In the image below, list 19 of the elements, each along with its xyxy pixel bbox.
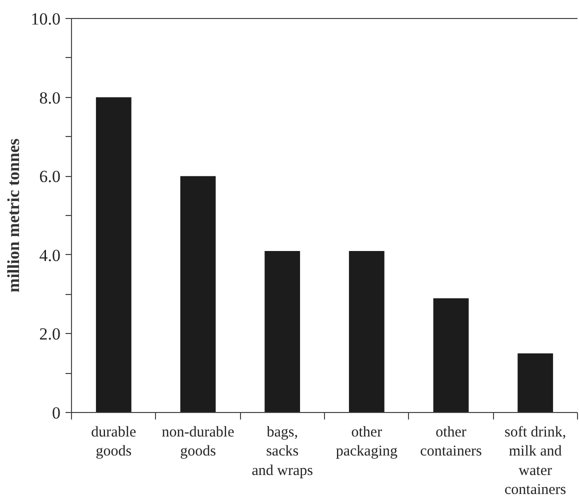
- y-tick-label: 6.0: [39, 167, 60, 186]
- x-tick-label: durable goods: [91, 424, 136, 460]
- y-tick-label: 8.0: [39, 88, 60, 108]
- bar: [348, 250, 384, 412]
- y-tick-label: 10.0: [30, 10, 60, 28]
- x-tick-label: other packaging: [336, 424, 398, 460]
- x-tick-label: other containers: [420, 424, 482, 460]
- bar: [96, 97, 132, 412]
- y-axis-title: million metric tonnes: [4, 138, 23, 292]
- y-tick-label: 0: [52, 404, 60, 422]
- x-tick-label: bags, sacks and wraps: [252, 424, 314, 479]
- bar: [518, 353, 554, 412]
- x-tick-label: soft drink, milk and water containers: [504, 424, 566, 498]
- bar: [433, 298, 469, 412]
- bar: [180, 176, 216, 412]
- y-tick-label: 4.0: [39, 246, 60, 265]
- y-tick-label: 2.0: [39, 324, 60, 344]
- x-tick-label: non-durable goods: [162, 424, 235, 460]
- bar: [264, 250, 300, 412]
